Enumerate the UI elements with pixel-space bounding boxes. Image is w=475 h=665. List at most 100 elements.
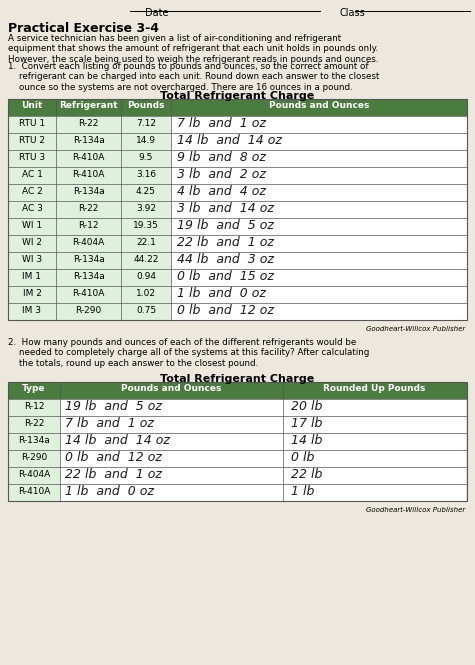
Text: R-22: R-22	[24, 419, 44, 428]
Text: AC 1: AC 1	[21, 170, 42, 179]
Text: 0.94: 0.94	[136, 272, 156, 281]
Bar	[171, 150, 467, 167]
Text: Type: Type	[22, 384, 46, 393]
Text: 4 lb  and  4 oz: 4 lb and 4 oz	[177, 185, 266, 198]
Text: IM 3: IM 3	[22, 306, 41, 315]
Bar	[8, 116, 171, 133]
Text: 20 lb: 20 lb	[291, 400, 323, 413]
Text: 0 lb: 0 lb	[291, 451, 314, 464]
Text: WI 2: WI 2	[22, 238, 42, 247]
Text: R-290: R-290	[21, 453, 47, 462]
Text: 19 lb  and  5 oz: 19 lb and 5 oz	[65, 400, 162, 413]
Text: A service technician has been given a list of air-conditioning and refrigerant
e: A service technician has been given a li…	[8, 34, 379, 64]
Bar	[8, 467, 60, 484]
Bar	[60, 433, 466, 450]
Bar	[8, 433, 60, 450]
Text: Class: Class	[340, 8, 366, 18]
Bar	[60, 416, 466, 433]
Text: 44 lb  and  3 oz: 44 lb and 3 oz	[177, 253, 274, 266]
Text: WI 1: WI 1	[22, 221, 42, 230]
Bar	[8, 99, 467, 320]
Text: R-134a: R-134a	[73, 187, 104, 196]
Text: 0 lb  and  12 oz: 0 lb and 12 oz	[65, 451, 162, 464]
Text: Practical Exercise 3-4: Practical Exercise 3-4	[8, 22, 159, 35]
Text: 14 lb  and  14 oz: 14 lb and 14 oz	[65, 434, 170, 447]
Text: Pounds: Pounds	[127, 101, 165, 110]
Bar	[8, 399, 60, 416]
Text: Unit: Unit	[21, 101, 43, 110]
Bar	[8, 252, 171, 269]
Text: 3 lb  and  14 oz: 3 lb and 14 oz	[177, 202, 274, 215]
Bar	[171, 286, 467, 303]
Bar	[8, 218, 171, 235]
Text: WI 3: WI 3	[22, 255, 42, 264]
Text: R-134a: R-134a	[73, 136, 104, 145]
Text: 3.16: 3.16	[136, 170, 156, 179]
Text: 1 lb  and  0 oz: 1 lb and 0 oz	[65, 485, 154, 498]
Bar	[8, 133, 171, 150]
Bar	[8, 99, 467, 116]
Text: 4.25: 4.25	[136, 187, 156, 196]
Text: 1 lb  and  0 oz: 1 lb and 0 oz	[177, 287, 266, 300]
Text: R-410A: R-410A	[18, 487, 50, 496]
Text: 14 lb: 14 lb	[291, 434, 323, 447]
Bar	[8, 416, 60, 433]
Bar	[60, 467, 466, 484]
Text: Total Refrigerant Charge: Total Refrigerant Charge	[161, 374, 314, 384]
Text: R-290: R-290	[76, 306, 102, 315]
Text: 22 lb  and  1 oz: 22 lb and 1 oz	[65, 468, 162, 481]
Bar	[8, 382, 467, 399]
Text: R-134a: R-134a	[73, 255, 104, 264]
Bar	[60, 399, 466, 416]
Bar	[171, 252, 467, 269]
Text: R-404A: R-404A	[18, 470, 50, 479]
Text: 7 lb  and  1 oz: 7 lb and 1 oz	[177, 117, 266, 130]
Text: R-22: R-22	[78, 119, 99, 128]
Text: Goodheart-Willcox Publisher: Goodheart-Willcox Publisher	[366, 326, 465, 332]
Text: 2.  How many pounds and ounces of each of the different refrigerants would be
  : 2. How many pounds and ounces of each of…	[8, 338, 370, 368]
Bar	[8, 167, 171, 184]
Bar	[8, 450, 60, 467]
Bar	[171, 201, 467, 218]
Bar	[171, 218, 467, 235]
Text: 1.  Convert each listing of pounds to pounds and ounces, so the correct amount o: 1. Convert each listing of pounds to pou…	[8, 62, 380, 92]
Bar	[8, 382, 467, 501]
Bar	[171, 116, 467, 133]
Bar	[8, 235, 171, 252]
Bar	[8, 269, 171, 286]
Bar	[8, 184, 171, 201]
Text: Total Refrigerant Charge: Total Refrigerant Charge	[161, 91, 314, 101]
Text: 0.75: 0.75	[136, 306, 156, 315]
Text: R-12: R-12	[24, 402, 44, 411]
Text: RTU 2: RTU 2	[19, 136, 45, 145]
Text: AC 3: AC 3	[21, 204, 42, 213]
Text: Date: Date	[145, 8, 169, 18]
Text: 14 lb  and  14 oz: 14 lb and 14 oz	[177, 134, 282, 147]
Text: Pounds and Ounces: Pounds and Ounces	[121, 384, 222, 393]
Text: R-22: R-22	[78, 204, 99, 213]
Text: Goodheart-Willcox Publisher: Goodheart-Willcox Publisher	[366, 507, 465, 513]
Bar	[8, 201, 171, 218]
Text: R-410A: R-410A	[72, 153, 104, 162]
Bar	[8, 484, 60, 501]
Text: 1 lb: 1 lb	[291, 485, 314, 498]
Text: 3 lb  and  2 oz: 3 lb and 2 oz	[177, 168, 266, 181]
Text: R-404A: R-404A	[72, 238, 104, 247]
Bar	[171, 184, 467, 201]
Text: 22.1: 22.1	[136, 238, 156, 247]
Text: RTU 1: RTU 1	[19, 119, 45, 128]
Text: 3.92: 3.92	[136, 204, 156, 213]
Bar	[8, 286, 171, 303]
Text: 17 lb: 17 lb	[291, 417, 323, 430]
Bar	[171, 167, 467, 184]
Bar	[171, 133, 467, 150]
Text: 0 lb  and  15 oz: 0 lb and 15 oz	[177, 270, 274, 283]
Text: AC 2: AC 2	[22, 187, 42, 196]
Text: R-12: R-12	[78, 221, 99, 230]
Text: 7.12: 7.12	[136, 119, 156, 128]
Bar	[8, 150, 171, 167]
Text: 7 lb  and  1 oz: 7 lb and 1 oz	[65, 417, 154, 430]
Bar	[171, 269, 467, 286]
Text: 0 lb  and  12 oz: 0 lb and 12 oz	[177, 304, 274, 317]
Text: R-410A: R-410A	[72, 170, 104, 179]
